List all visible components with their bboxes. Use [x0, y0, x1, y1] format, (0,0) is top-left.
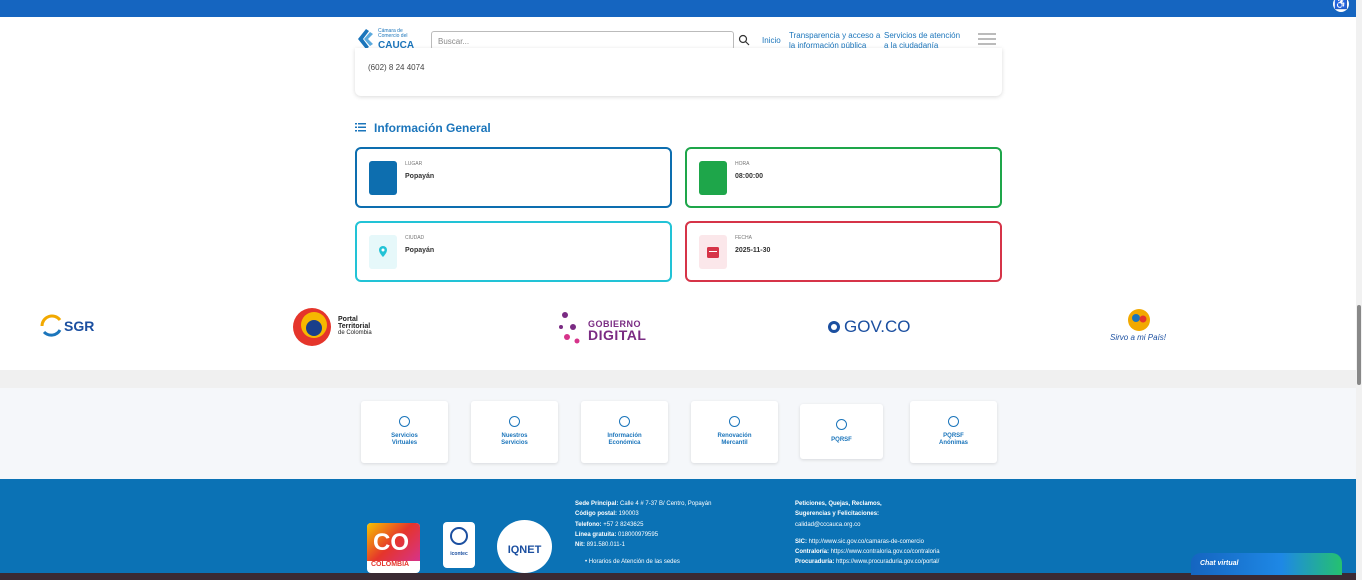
list-icon	[355, 123, 366, 132]
logo-icon	[358, 29, 373, 49]
partner-text: GOV.CO	[844, 317, 911, 336]
footer-label: Procuraduría:	[795, 559, 835, 566]
footer-label: SIC:	[795, 538, 807, 545]
card-value: Popayán	[405, 173, 435, 180]
footer-value: Calle 4 # 7-37 B/ Centro, Popayán	[620, 501, 712, 507]
scrollbar-thumb[interactable]	[1357, 305, 1361, 385]
footer	[0, 479, 1356, 580]
card-value: Popayán	[405, 247, 435, 254]
partner-logo[interactable]: Portal Territorial de Colombia	[292, 306, 382, 348]
menu-button[interactable]	[978, 32, 997, 46]
footer-label: Telefono:	[575, 521, 602, 528]
top-bar	[0, 0, 1362, 17]
card-icon	[369, 161, 397, 195]
partner-text: Territorial	[338, 323, 371, 330]
quick-link[interactable]: Servicios Virtuales	[361, 401, 448, 463]
quick-link[interactable]: PQRSF	[800, 404, 883, 459]
footer-link[interactable]: https://www.contraloria.gov.co/contralor…	[830, 549, 940, 556]
badge-text: CO	[373, 529, 409, 556]
footer-legal: Peticiones, Quejas, Reclamos, Sugerencia…	[795, 499, 985, 568]
card-label: FECHA	[735, 235, 752, 241]
badge-text: IQNET	[507, 544, 542, 556]
quick-link[interactable]: Nuestros Servicios	[471, 401, 558, 463]
section-title: Información General	[374, 121, 491, 135]
card-value: 08:00:00	[735, 173, 764, 180]
quick-links-band	[0, 388, 1356, 479]
info-card: CIUDAD Popayán	[355, 221, 672, 282]
footer-label: Sede Principal:	[575, 501, 619, 507]
card-icon	[699, 235, 727, 269]
partner-text: Sirvo a mi País!	[1110, 333, 1167, 342]
icontec-badge: icontec	[443, 522, 475, 568]
logo-big-text: CAUCA	[378, 40, 415, 51]
footer-label: Línea gratuita:	[575, 531, 617, 538]
footer-value: Horarios de Atención de las sedes	[588, 559, 680, 566]
footer-link[interactable]: https://www.procuraduria.gov.co/portal/	[836, 559, 940, 566]
card-value: 2025-11-30	[735, 247, 771, 254]
footer-link[interactable]: http://www.sic.gov.co/camaras-de-comerci…	[808, 538, 924, 545]
partner-text: GOBIERNO	[588, 319, 642, 329]
footer-value: 018000979595	[618, 531, 659, 538]
footer-value: 891.580.011-1	[586, 542, 625, 549]
partner-logo[interactable]: Sirvo a mi País!	[1108, 308, 1174, 346]
badge-text: COLOMBIA	[371, 561, 410, 568]
footer-label: Nit:	[575, 542, 585, 549]
accessibility-button[interactable]: ♿	[1331, 0, 1351, 14]
quick-link[interactable]: Información Económica	[581, 401, 668, 463]
footer-link[interactable]: • Horarios de Atención de las sedes	[585, 559, 680, 566]
card-icon	[699, 161, 727, 195]
badge-text: icontec	[450, 551, 468, 557]
logo-small-text: Cámara de Comercio del	[378, 28, 408, 39]
contact-card	[355, 48, 1002, 96]
info-card: FECHA 2025-11-30	[685, 221, 1002, 282]
partner-logo[interactable]: GOBIERNO DIGITAL	[557, 307, 649, 347]
phone: (602) 8 24 4074	[368, 63, 425, 72]
footer-value: +57 2 8243625	[603, 521, 644, 528]
footer-label: Código postal:	[575, 511, 617, 518]
quick-link-text: Servicios Virtuales	[391, 433, 418, 446]
partner-logo[interactable]: SGR	[38, 310, 98, 342]
quick-link-text: PQRSF Anónimas	[938, 433, 968, 446]
card-label: HORA	[735, 161, 750, 167]
card-label: LUGAR	[405, 161, 423, 167]
chat-button[interactable]: Chat virtual	[1191, 553, 1342, 575]
footer-label: Contraloría:	[795, 549, 830, 556]
partner-text: Portal	[338, 316, 358, 323]
quick-link-text: PQRSF	[831, 437, 852, 443]
quick-link[interactable]: Renovación Mercantil	[691, 401, 778, 463]
footer-contact: Sede Principal: Calle 4 # 7-37 B/ Centro…	[575, 499, 775, 568]
quick-link-text: Nuestros Servicios	[501, 433, 528, 446]
nav-link[interactable]: Transparencia y acceso a la información …	[789, 31, 881, 50]
nav-link[interactable]: Servicios de atención a la ciudadanía	[884, 31, 961, 50]
card-label: CIUDAD	[405, 235, 425, 241]
info-card: LUGAR Popayán	[355, 147, 672, 208]
search-icon[interactable]	[738, 34, 750, 46]
nav-link[interactable]: Inicio	[762, 36, 781, 45]
quick-link-text: Renovación Mercantil	[717, 433, 752, 446]
footer-value: 190003	[618, 511, 639, 518]
partner-text: SGR	[64, 318, 95, 334]
info-card: HORA 08:00:00	[685, 147, 1002, 208]
separator-band	[0, 370, 1356, 388]
footer-link[interactable]: calidad@cccauca.org.co	[795, 521, 861, 528]
quick-link[interactable]: PQRSF Anónimas	[910, 401, 997, 463]
scrollbar	[1356, 0, 1362, 580]
footer-label: Peticiones, Quejas, Reclamos, Sugerencia…	[795, 501, 882, 518]
partner-logo[interactable]: GOV.CO	[826, 317, 921, 337]
colombia-badge: CO COLOMBIA	[367, 523, 420, 573]
quick-link-text: Información Económica	[607, 433, 642, 446]
iqnet-badge: IQNET	[497, 520, 552, 573]
card-icon	[369, 235, 397, 269]
partner-text: DIGITAL	[588, 327, 647, 343]
logo[interactable]: Cámara de Comercio del CAUCA	[356, 27, 418, 52]
bottom-strip	[0, 573, 1362, 580]
partner-text: de Colombia	[338, 330, 372, 336]
